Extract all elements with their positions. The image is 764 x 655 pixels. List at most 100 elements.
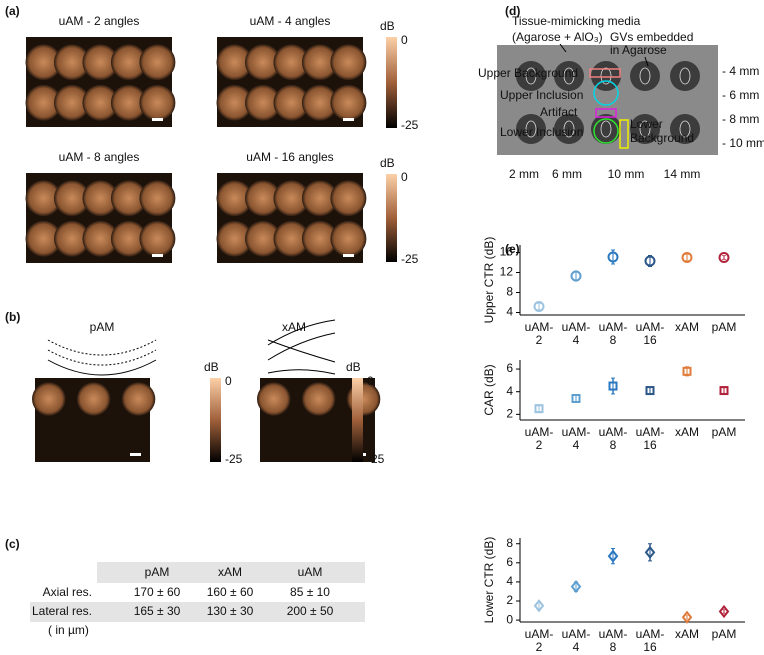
inclusion <box>330 180 367 217</box>
y-tick-label: 2 <box>506 407 513 421</box>
table-header: uAM <box>298 565 323 579</box>
inclusion <box>670 61 700 91</box>
marker <box>570 270 582 282</box>
row-label: Axial res. <box>43 585 92 599</box>
inclusion <box>53 84 90 121</box>
colorbar <box>210 378 221 462</box>
inclusion <box>554 114 584 144</box>
x-tick-label: pAM <box>711 627 737 641</box>
region-label: Upper Background <box>478 66 578 80</box>
label: dB <box>204 360 219 374</box>
marker <box>645 386 655 396</box>
x-tick-label: xAM <box>675 627 699 641</box>
x-tick-label: uAM-2 <box>524 320 554 347</box>
depth-tick: - 10 mm <box>722 136 764 150</box>
inclusion <box>76 382 111 416</box>
roi <box>593 118 619 144</box>
gv-outline <box>679 120 691 138</box>
inclusion <box>82 180 119 217</box>
table-row-bg <box>30 602 365 622</box>
region-label: Lower Inclusion <box>500 125 583 139</box>
inclusion <box>244 220 281 257</box>
marker <box>644 255 656 267</box>
depth-tick: - 4 mm <box>722 64 759 78</box>
table-header: xAM <box>218 565 242 579</box>
panel-label: (c) <box>5 537 20 551</box>
table-cell: 165 ± 30 <box>134 604 181 618</box>
region-label: Upper Inclusion <box>500 88 583 102</box>
inclusion <box>554 61 584 91</box>
x-tick-label: uAM-8 <box>598 425 628 452</box>
marker <box>681 610 693 624</box>
y-tick-label: 6 <box>506 555 513 569</box>
annotation: in Agarose <box>610 43 667 57</box>
label: dB <box>346 360 361 374</box>
table-cell: 170 ± 60 <box>134 585 181 599</box>
lateral-tick: 6 mm <box>552 167 582 181</box>
y-tick-label: 0 <box>506 612 513 626</box>
inclusion <box>516 114 546 144</box>
colorbar <box>386 37 397 128</box>
marker <box>682 366 692 376</box>
inclusion <box>244 180 281 217</box>
depth-tick: - 6 mm <box>722 88 759 102</box>
inclusion <box>53 220 90 257</box>
x-tick-label: uAM-2 <box>524 627 554 654</box>
marker <box>571 393 581 403</box>
inclusion <box>110 84 147 121</box>
region-label: Lower <box>630 117 663 131</box>
label: -25 <box>401 252 419 266</box>
lateral-tick: 14 mm <box>664 167 701 181</box>
inclusion <box>301 44 338 81</box>
gv-outline <box>639 67 651 85</box>
scale-bar <box>343 254 354 257</box>
inclusion <box>216 84 253 121</box>
inclusion <box>273 44 310 81</box>
wavefront <box>47 349 157 366</box>
colorbar <box>386 174 397 262</box>
marker <box>718 252 730 263</box>
panel-label: (b) <box>5 310 20 324</box>
inclusion <box>330 44 367 81</box>
inclusion <box>139 44 176 81</box>
y-tick-label: 8 <box>506 536 513 550</box>
inclusion <box>630 61 660 91</box>
image-title: uAM - 8 angles <box>59 150 140 164</box>
inclusion <box>82 220 119 257</box>
inclusion <box>82 44 119 81</box>
region-label: Artifact <box>540 105 578 119</box>
inclusion <box>82 84 119 121</box>
inclusion <box>257 382 291 416</box>
annotation: (Agarose + AlO₃) <box>512 30 603 44</box>
scale-bar <box>130 453 141 456</box>
inclusion <box>25 44 62 81</box>
image-title: xAM <box>282 320 306 334</box>
inclusion <box>25 220 62 257</box>
inclusion <box>630 114 660 144</box>
table-cell: 130 ± 30 <box>207 604 254 618</box>
inclusion <box>53 44 90 81</box>
lateral-tick: 10 mm <box>608 167 645 181</box>
y-tick-label: 4 <box>506 305 513 319</box>
marker <box>718 604 730 619</box>
scale-bar <box>152 254 163 257</box>
gv-outline <box>679 67 691 85</box>
label: -25 <box>401 118 419 132</box>
region-label: Background <box>630 131 694 145</box>
x-tick-label: xAM <box>675 425 699 439</box>
x-tick-label: uAM-8 <box>598 627 628 654</box>
y-tick-label: 8 <box>506 285 513 299</box>
marker <box>534 404 544 414</box>
annotation: GVs embedded <box>610 30 693 44</box>
marker <box>607 251 619 263</box>
y-axis-label: Lower CTR (dB) <box>482 537 496 624</box>
inclusion <box>273 84 310 121</box>
pointer <box>644 56 649 67</box>
y-tick-label: 16 <box>500 245 514 259</box>
roi <box>619 119 629 149</box>
colorbar <box>352 378 363 462</box>
row-label: Lateral res. <box>32 604 92 618</box>
y-tick-label: 4 <box>506 384 513 398</box>
